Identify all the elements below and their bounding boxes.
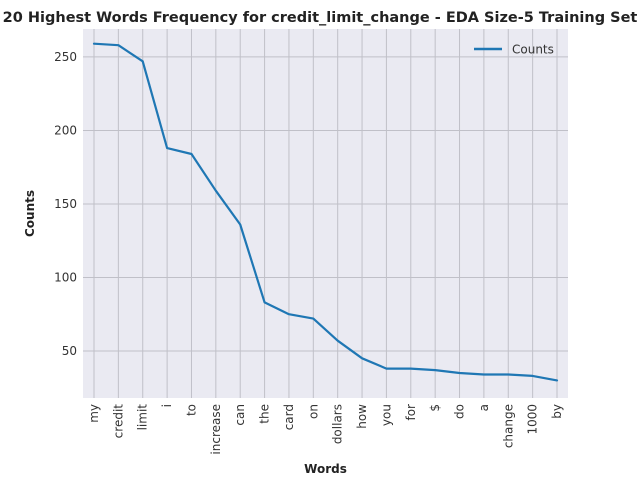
x-tick-label: the bbox=[258, 404, 272, 424]
x-tick-label: credit bbox=[111, 404, 125, 439]
y-axis-ticks: 50 100 150 200 250 bbox=[54, 50, 77, 358]
x-tick-label: increase bbox=[209, 404, 223, 455]
y-axis-label: Counts bbox=[23, 190, 37, 237]
x-tick-label: my bbox=[87, 404, 101, 423]
series bbox=[92, 42, 559, 382]
y-tick-label: 100 bbox=[54, 270, 77, 284]
x-tick-label: can bbox=[233, 404, 247, 426]
y-tick-label: 150 bbox=[54, 197, 77, 211]
x-tick-label: i bbox=[160, 404, 174, 407]
x-tick-label: you bbox=[379, 404, 393, 426]
x-tick-label: on bbox=[306, 404, 320, 419]
y-tick-label: 200 bbox=[54, 123, 77, 137]
x-tick-label: limit bbox=[136, 404, 150, 431]
x-tick-label: change bbox=[501, 404, 515, 448]
chart-title: 20 Highest Words Frequency for credit_li… bbox=[3, 10, 638, 26]
legend: Counts bbox=[474, 43, 554, 57]
x-tick-label: to bbox=[184, 404, 198, 416]
grid bbox=[83, 29, 568, 398]
x-tick-label: $ bbox=[428, 404, 442, 412]
x-tick-label: do bbox=[453, 404, 467, 419]
x-tick-label: a bbox=[477, 404, 491, 411]
x-tick-label: by bbox=[550, 404, 564, 419]
x-tick-label: dollars bbox=[331, 404, 345, 444]
legend-label: Counts bbox=[512, 43, 554, 57]
x-tick-label: 1000 bbox=[526, 404, 540, 435]
y-tick-label: 250 bbox=[54, 50, 77, 64]
x-tick-label: for bbox=[404, 404, 418, 421]
x-axis-ticks: my credit limit i to increase can the card on doll… bbox=[87, 404, 564, 455]
series-line-counts bbox=[92, 42, 559, 382]
y-tick-label: 50 bbox=[62, 344, 77, 358]
x-tick-label: card bbox=[282, 404, 296, 430]
plot-area bbox=[83, 29, 568, 398]
x-tick-label: how bbox=[355, 404, 369, 429]
x-axis-label: Words bbox=[304, 462, 347, 476]
